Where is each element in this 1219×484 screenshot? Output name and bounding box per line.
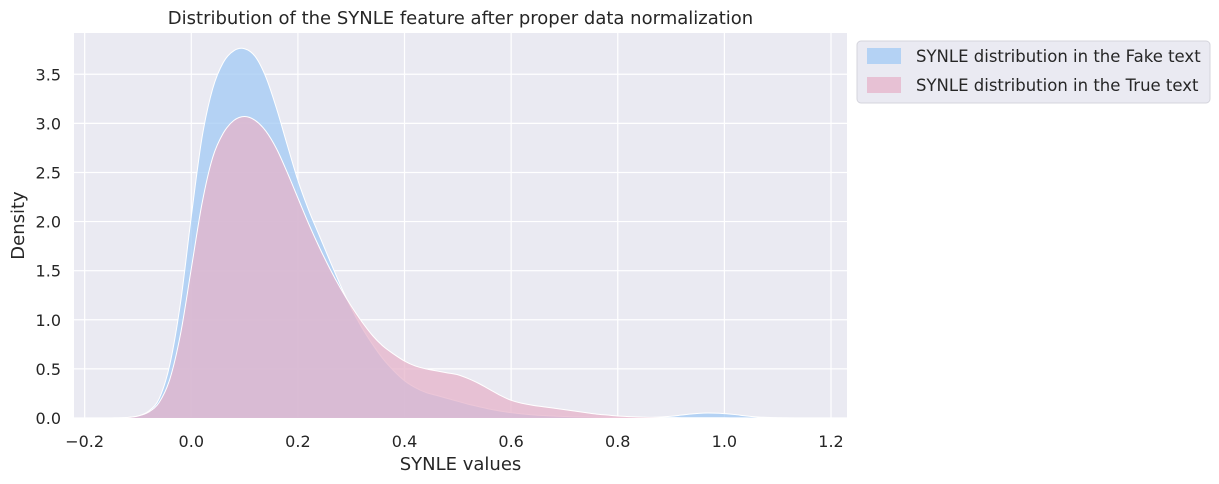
x-tick-label: 0.0 <box>179 432 204 451</box>
x-tick-label: 1.2 <box>818 432 843 451</box>
legend: SYNLE distribution in the Fake text SYNL… <box>856 40 1211 104</box>
x-tick-label: 0.4 <box>392 432 417 451</box>
series-line-1 <box>111 115 805 419</box>
x-axis-label: SYNLE values <box>400 454 522 475</box>
y-tick-label: 1.0 <box>36 311 61 330</box>
x-tick-label: 1.0 <box>712 432 737 451</box>
y-tick-label: 0.5 <box>36 360 61 379</box>
series-area-1 <box>111 116 805 418</box>
chart-title: Distribution of the SYNLE feature after … <box>168 8 753 29</box>
y-tick-label: 2.0 <box>36 213 61 232</box>
y-tick-label: 3.0 <box>36 114 61 133</box>
y-tick-label: 3.5 <box>36 65 61 84</box>
y-tick-label: 1.5 <box>36 262 61 281</box>
y-axis-label: Density <box>8 191 29 260</box>
legend-swatch-true <box>867 77 901 93</box>
x-tick-label: 0.8 <box>605 432 630 451</box>
x-tick-labels: −0.2 0.0 0.2 0.4 0.6 0.8 1.0 1.2 <box>65 432 844 451</box>
legend-label-true: SYNLE distribution in the True text <box>916 76 1199 95</box>
legend-label-fake: SYNLE distribution in the Fake text <box>916 47 1201 66</box>
x-tick-label: −0.2 <box>65 432 104 451</box>
legend-box <box>856 40 1211 104</box>
y-tick-labels: 0.0 0.5 1.0 1.5 2.0 2.5 3.0 3.5 <box>36 65 61 428</box>
series-areas <box>111 47 805 419</box>
x-tick-label: 0.2 <box>285 432 310 451</box>
y-tick-label: 2.5 <box>36 163 61 182</box>
x-tick-label: 0.6 <box>498 432 523 451</box>
legend-swatch-fake <box>867 48 901 64</box>
y-tick-label: 0.0 <box>36 409 61 428</box>
